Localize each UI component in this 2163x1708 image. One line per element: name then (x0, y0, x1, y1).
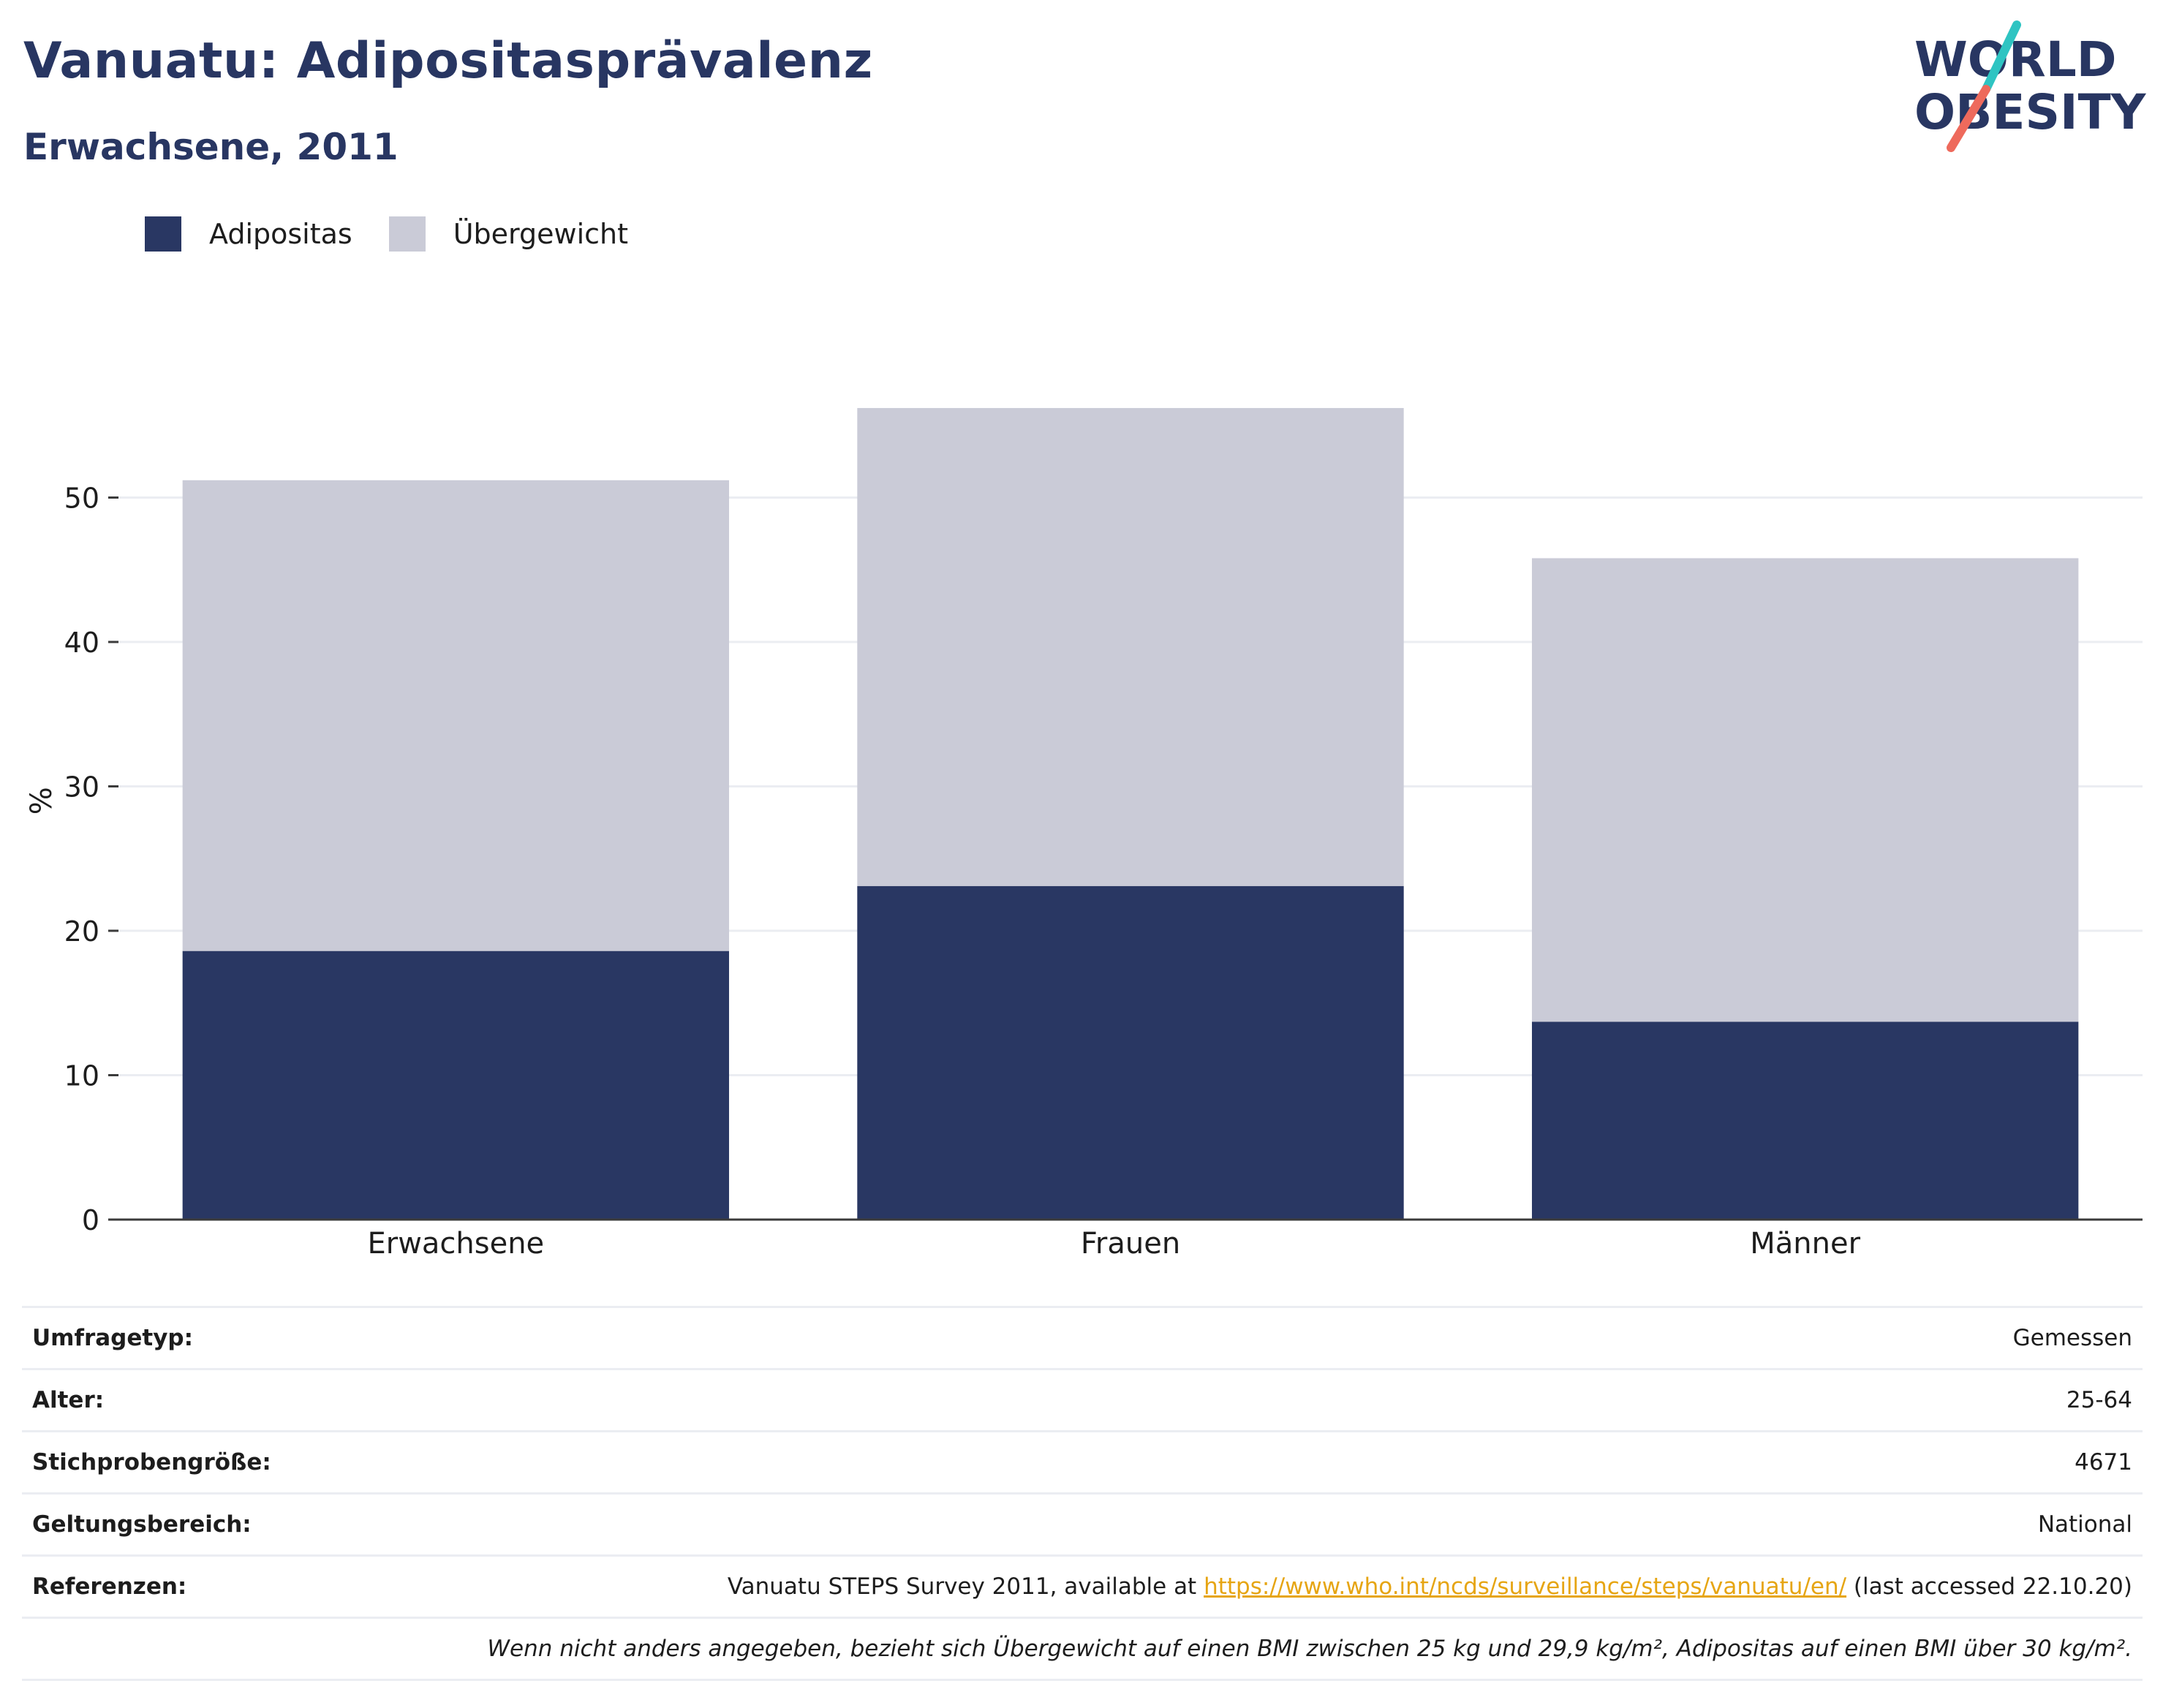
info-value: Gemessen (307, 1306, 2143, 1369)
info-label: Alter: (22, 1368, 308, 1432)
y-tick-label: 10 (64, 1060, 99, 1092)
legend-label-overweight: Übergewicht (453, 218, 628, 250)
legend-item-obesity[interactable]: Adipositas (145, 216, 352, 252)
y-tick-label: 30 (64, 771, 99, 804)
info-row-note: Wenn nicht anders angegeben, bezieht sic… (22, 1617, 2143, 1681)
world-obesity-logo: WORLD OBESITY (1914, 20, 2147, 152)
references-value: Vanuatu STEPS Survey 2011, available at … (307, 1554, 2143, 1618)
page-subtitle: Erwachsene, 2011 (23, 126, 399, 168)
x-tick-labels: Erwachsene Frauen Männer (367, 1227, 1860, 1261)
y-axis-label: % (25, 787, 58, 815)
info-value: National (307, 1492, 2143, 1556)
logo-slash-teal-icon (1982, 20, 2021, 94)
bar-overweight-2[interactable] (1531, 558, 2079, 1022)
info-label: Stichprobengröße: (22, 1430, 308, 1494)
references-suffix: (last accessed 22.10.20) (1846, 1573, 2132, 1600)
logo-text-obesity: OBESITY (1914, 84, 2147, 140)
x-tick-label: Männer (1750, 1227, 1860, 1261)
info-row-scope: Geltungsbereich: National (22, 1492, 2143, 1556)
bars (182, 408, 2079, 1220)
info-value: 4671 (307, 1430, 2143, 1494)
bar-overweight-0[interactable] (182, 480, 730, 951)
legend-swatch-obesity (145, 216, 181, 252)
bar-obesity-2[interactable] (1531, 1021, 2079, 1220)
x-tick-label: Erwachsene (367, 1227, 544, 1261)
references-link[interactable]: https://www.who.int/ncds/surveillance/st… (1204, 1573, 1847, 1600)
page-title: Vanuatu: Adipositasprävalenz (23, 32, 873, 90)
info-row-sample-size: Stichprobengröße: 4671 (22, 1430, 2143, 1494)
y-tick-label: 0 (82, 1204, 99, 1236)
y-tick-label: 50 (64, 483, 99, 515)
chart-legend: Adipositas Übergewicht (145, 216, 665, 252)
y-tick-label: 20 (64, 915, 99, 948)
y-tick-label: 40 (64, 627, 99, 659)
definition-note: Wenn nicht anders angegeben, bezieht sic… (307, 1617, 2143, 1681)
logo-text-world: WORLD (1914, 31, 2117, 88)
y-tick-labels: 0 10 20 30 40 50 (64, 483, 99, 1237)
legend-swatch-overweight (388, 216, 426, 252)
bar-obesity-1[interactable] (857, 885, 1404, 1220)
info-row-survey-type: Umfragetyp: Gemessen (22, 1306, 2143, 1369)
info-label: Umfragetyp: (22, 1306, 308, 1369)
bar-chart: 0 10 20 30 40 50 Erwachsene Frauen Männer % (25, 408, 2143, 1261)
survey-info-table: Umfragetyp: Gemessen Alter: 25-64 Stichp… (22, 1306, 2143, 1681)
references-prefix: Vanuatu STEPS Survey 2011, available at (727, 1573, 1204, 1600)
bar-overweight-1[interactable] (857, 408, 1404, 886)
bar-obesity-0[interactable] (182, 951, 730, 1220)
info-row-references: Referenzen: Vanuatu STEPS Survey 2011, a… (22, 1554, 2143, 1618)
info-row-age: Alter: 25-64 (22, 1368, 2143, 1432)
info-label: Referenzen: (22, 1554, 308, 1618)
legend-item-overweight[interactable]: Übergewicht (388, 216, 628, 252)
x-tick-label: Frauen (1081, 1227, 1180, 1261)
logo-slash-coral-icon (1947, 85, 1990, 152)
info-value: 25-64 (307, 1368, 2143, 1432)
info-label: Geltungsbereich: (22, 1492, 308, 1556)
legend-label-obesity: Adipositas (209, 218, 352, 250)
